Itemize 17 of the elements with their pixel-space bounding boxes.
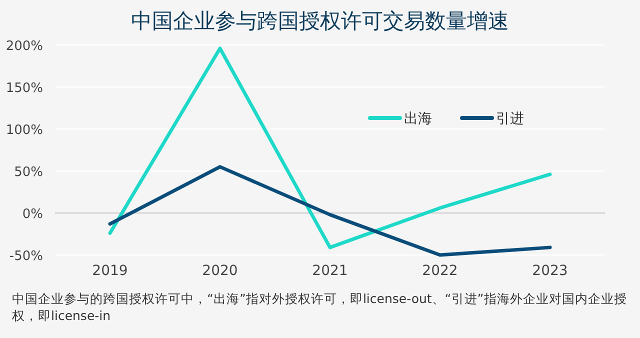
- legend-label: 引进: [496, 111, 524, 127]
- y-tick-label: 150%: [6, 81, 43, 96]
- x-tick-label: 2022: [422, 263, 458, 279]
- y-tick-label: -50%: [9, 249, 43, 264]
- line-series: [108, 165, 552, 257]
- line-series: [108, 46, 552, 250]
- x-tick-label: 2021: [312, 263, 348, 279]
- chart-title: 中国企业参与跨国授权许可交易数量增速: [131, 9, 509, 33]
- y-tick-label: 100%: [6, 123, 43, 138]
- y-tick-label: 200%: [6, 39, 43, 54]
- y-tick-label: 0%: [22, 207, 43, 222]
- x-tick-label: 2020: [202, 263, 238, 279]
- y-tick-label: 50%: [14, 165, 43, 180]
- x-tick-label: 2023: [532, 263, 568, 279]
- legend-label: 出海: [404, 111, 432, 127]
- x-tick-label: 2019: [92, 263, 128, 279]
- text: 中国企业参与的跨国授权许可中，“出海”指对外授权许可，即license-out、“引进”指海外企业对国内企业授权，即license-in: [12, 290, 628, 324]
